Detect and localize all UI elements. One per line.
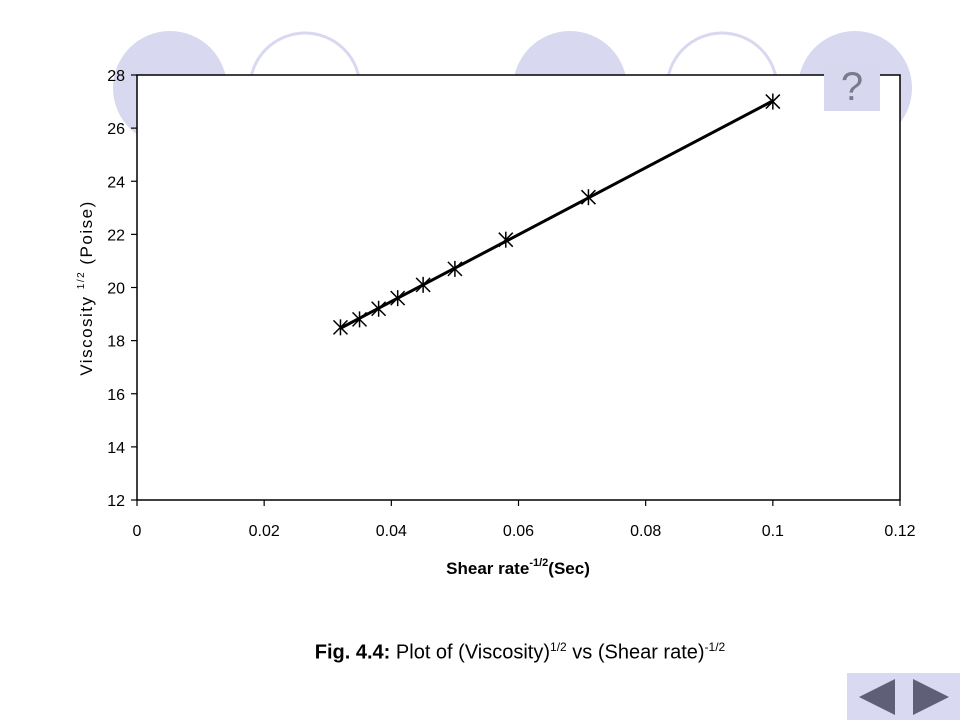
data-point: [580, 189, 596, 206]
data-point: [371, 300, 387, 317]
x-axis-title-main: Shear rate: [446, 559, 529, 578]
y-axis-title: Viscosity 1/2 (Poise): [76, 200, 96, 375]
y-tick-label: 28: [107, 68, 125, 85]
data-point: [390, 290, 406, 307]
x-tick-label: 0.02: [249, 523, 280, 540]
x-tick-label: 0.04: [376, 523, 407, 540]
y-tick-label: 18: [107, 334, 125, 351]
x-axis-title-unit: (Sec): [548, 559, 590, 578]
x-tick-label: 0.06: [503, 523, 534, 540]
next-slide-button[interactable]: [909, 677, 953, 717]
x-axis-title: Shear rate-1/2(Sec): [446, 557, 590, 578]
y-tick-label: 12: [107, 493, 125, 510]
previous-slide-button[interactable]: [855, 677, 899, 717]
caption-exponent-1: 1/2: [550, 640, 567, 654]
tick-labels: 12 14 16 18 20 22 24 26 28 0 0.02 0.04 0.06 0.08 0.1 0.…: [107, 68, 915, 540]
x-tick-label: 0.08: [630, 523, 661, 540]
y-tick-label: 14: [107, 440, 125, 457]
y-axis-title-exponent: 1/2: [76, 271, 87, 289]
x-tick-label: 0.12: [884, 523, 915, 540]
data-point: [498, 231, 514, 248]
y-tick-label: 22: [107, 227, 125, 244]
y-tick-label: 24: [107, 174, 125, 191]
data-point: [352, 311, 368, 328]
x-axis-title-exponent: -1/2: [529, 557, 548, 569]
axes: [131, 74, 901, 506]
trendline: [339, 99, 774, 330]
y-tick-label: 16: [107, 387, 125, 404]
y-axis-title-main: Viscosity: [77, 289, 96, 376]
caption-text-mid: vs (Shear rate): [566, 641, 705, 664]
y-tick-label: 20: [107, 281, 125, 298]
data-point: [447, 260, 463, 277]
data-points: [332, 93, 781, 336]
data-point: [765, 93, 781, 110]
data-point: [332, 319, 348, 336]
x-tick-label: 0: [133, 523, 142, 540]
help-button[interactable]: ?: [824, 63, 880, 111]
triangle-left-icon: [858, 678, 895, 715]
question-mark-icon: ?: [840, 65, 864, 109]
figure-caption: Fig. 4.4: Plot of (Viscosity)1/2 vs (She…: [0, 640, 960, 665]
plot-area: [136, 74, 901, 501]
y-axis-title-unit: (Poise): [77, 200, 96, 271]
caption-figure-label: Fig. 4.4:: [314, 641, 391, 664]
caption-text-prefix: Plot of (Viscosity): [395, 641, 551, 664]
x-tick-label: 0.1: [762, 523, 784, 540]
trend-line: [339, 99, 774, 330]
triangle-right-icon: [912, 678, 949, 715]
slide-navigation: [847, 673, 960, 720]
caption-exponent-2: -1/2: [704, 640, 726, 654]
data-point: [415, 276, 431, 293]
y-tick-label: 26: [107, 121, 125, 138]
